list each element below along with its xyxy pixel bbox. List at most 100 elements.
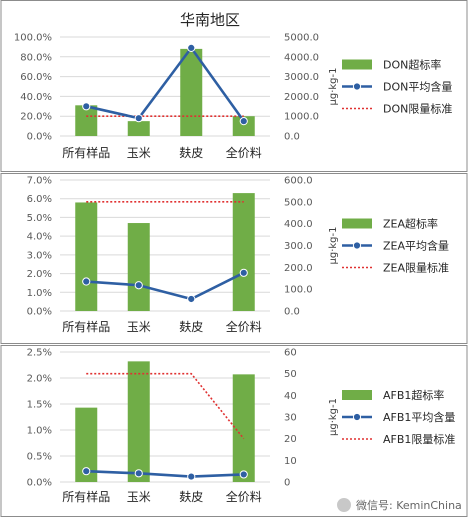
y-right-tick-label: 200.0 — [284, 263, 313, 274]
y-left-tick-label: 2.0% — [27, 374, 52, 385]
category-label: 玉米 — [127, 490, 151, 504]
y-left-tick-label: 20.0% — [20, 112, 52, 123]
y-right-unit-label: μg·kg-1 — [328, 227, 339, 265]
legend-bar-label: DON超标率 — [383, 58, 441, 72]
category-label: 麸皮 — [179, 490, 203, 504]
average-point — [187, 43, 196, 52]
average-point — [239, 117, 248, 126]
average-line — [86, 271, 245, 301]
average-point — [82, 467, 91, 476]
y-left-tick-label: 1.0% — [27, 426, 52, 437]
legend: ZEA超标率 ZEA平均含量 ZEA限量标准 — [342, 217, 449, 275]
average-point — [134, 114, 143, 123]
y-right-tick-label: 20 — [284, 434, 297, 445]
bar — [232, 193, 255, 311]
bar — [75, 407, 98, 482]
bar — [232, 116, 255, 136]
bar — [232, 374, 255, 482]
y-right-tick-label: 5000.0 — [284, 33, 319, 44]
average-point — [239, 268, 248, 277]
category-label: 所有样品 — [62, 145, 110, 160]
legend-line-marker — [352, 82, 362, 91]
y-left-tick-label: 100.0% — [14, 33, 52, 44]
y-right-tick-label: 400.0 — [284, 219, 313, 230]
y-left-tick-label: 0.0% — [27, 132, 52, 143]
y-right-tick-label: 3000.0 — [284, 72, 319, 83]
category-label: 所有样品 — [62, 489, 110, 504]
legend-bar-swatch — [342, 218, 372, 229]
legend-limit-label: AFB1限量标准 — [383, 432, 455, 446]
legend-line-marker — [352, 412, 362, 422]
category-label: 全价料 — [226, 319, 262, 334]
y-left-tick-label: 2.0% — [27, 269, 52, 280]
legend-bar-swatch — [342, 390, 372, 400]
y-left-tick-label: 0.0% — [27, 307, 52, 318]
y-left-tick-label: 0.0% — [27, 478, 52, 489]
wechat-icon — [337, 498, 351, 512]
y-right-tick-label: 600.0 — [284, 176, 313, 187]
bar — [127, 361, 150, 482]
chart-title: 华南地区 — [180, 11, 240, 29]
y-right-tick-label: 2000.0 — [284, 92, 319, 103]
y-left-tick-label: 1.5% — [27, 400, 52, 411]
y-left-tick-label: 4.0% — [27, 232, 52, 243]
panel-border — [0, 173, 468, 344]
y-left-tick-label: 7.0% — [27, 176, 52, 187]
average-line — [86, 469, 244, 478]
y-left-tick-label: 80.0% — [20, 52, 52, 63]
limit-line — [86, 372, 245, 440]
legend-limit-label: ZEA限量标准 — [383, 261, 449, 275]
y-right-tick-label: 1000.0 — [284, 112, 319, 123]
y-right-tick-label: 4000.0 — [284, 52, 319, 63]
y-right-tick-label: 60 — [284, 348, 297, 359]
average-point — [134, 281, 143, 290]
bar — [127, 223, 150, 311]
legend-line-marker — [352, 241, 362, 250]
average-point — [82, 102, 91, 111]
y-left-tick-label: 1.0% — [27, 288, 52, 299]
legend-line-label: DON平均含量 — [383, 80, 452, 94]
category-label: 全价料 — [226, 145, 262, 160]
average-line — [85, 45, 245, 122]
y-left-tick-label: 5.0% — [27, 213, 52, 224]
panel-3: 0.0% 0.5% 1.0% 1.5% 2.0% 2.5% 0 10 20 30 40 50 60 μg·… — [0, 345, 468, 517]
category-label: 麸皮 — [179, 146, 203, 160]
category-label: 麸皮 — [179, 320, 203, 334]
panel-border — [0, 0, 468, 172]
average-point — [239, 470, 248, 479]
watermark: 微信号: KeminChina — [337, 498, 462, 512]
category-label: 玉米 — [127, 320, 151, 334]
y-left-tick-label: 6.0% — [27, 194, 52, 205]
legend-bar-label: AFB1超标率 — [383, 388, 444, 402]
panel-1: 0.0% 20.0% 40.0% 60.0% 80.0% 100.0% 0.0 1000.0 2… — [0, 0, 468, 172]
category-label: 全价料 — [226, 489, 262, 504]
average-point — [187, 294, 196, 304]
legend-bar-swatch — [342, 59, 372, 70]
legend-line-label: ZEA平均含量 — [383, 239, 449, 253]
y-right-tick-label: 500.0 — [284, 197, 313, 208]
category-label: 玉米 — [127, 146, 151, 160]
y-right-tick-label: 0.0 — [284, 132, 300, 143]
y-right-tick-label: 40 — [284, 391, 297, 402]
legend-bar-label: ZEA超标率 — [383, 217, 438, 231]
bar — [180, 48, 203, 136]
legend-limit-label: DON限量标准 — [383, 102, 452, 116]
average-point — [82, 277, 91, 286]
y-right-tick-label: 0.0 — [284, 307, 300, 318]
y-left-tick-label: 0.5% — [27, 452, 52, 463]
bar — [75, 202, 98, 311]
y-left-tick-label: 3.0% — [27, 250, 52, 261]
y-left-tick-label: 40.0% — [20, 92, 52, 103]
watermark-text: 微信号: KeminChina — [356, 498, 462, 512]
y-left-tick-label: 2.5% — [27, 348, 52, 359]
y-right-unit-label: μg·kg-1 — [328, 68, 339, 106]
y-right-tick-label: 0 — [284, 478, 290, 489]
y-right-tick-label: 10 — [284, 456, 297, 467]
legend: DON超标率 DON平均含量 DON限量标准 — [342, 58, 452, 116]
y-right-tick-label: 100.0 — [284, 285, 313, 296]
y-left-tick-label: 60.0% — [20, 72, 52, 83]
y-right-tick-label: 30 — [284, 413, 297, 424]
y-right-tick-label: 50 — [284, 369, 297, 380]
